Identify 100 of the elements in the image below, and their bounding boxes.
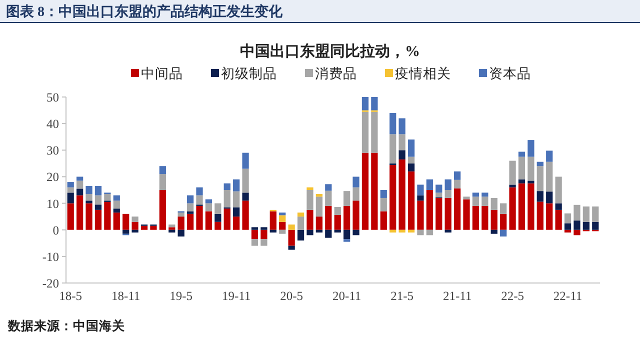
bar [306,230,314,236]
bar [67,203,74,230]
chart-subtitle: 中国出口东盟同比拉动，% [240,42,420,60]
bar [555,176,562,204]
bar [196,206,203,230]
bar [94,186,102,196]
bar [260,227,268,230]
bar [352,187,360,201]
bar [546,203,553,230]
bar [343,230,350,240]
bar [196,195,203,205]
y-tick-label: 20 [46,170,59,184]
bar [214,203,222,214]
bar [463,196,470,200]
x-tick-label: 22-5 [501,289,524,303]
bar [518,156,526,180]
bar [297,230,304,240]
bar [417,200,424,230]
bar [564,230,572,233]
bar [436,192,442,198]
bar [325,230,332,238]
bar [408,171,415,230]
bar [178,212,184,217]
bar [159,190,166,230]
bar [113,200,120,209]
bar [306,187,314,190]
bar [242,200,249,230]
bar [186,195,194,204]
bar [352,230,360,236]
y-tick-label: -20 [42,276,59,290]
bar [279,230,286,234]
bar [564,213,572,224]
bar [398,159,406,230]
x-tick-label: 20-11 [332,289,362,303]
bar [408,156,415,164]
bar [482,192,488,197]
bar [76,188,84,196]
bar [325,184,332,191]
bar [390,230,396,233]
bar [398,118,406,134]
bar [334,207,341,215]
bar [316,230,323,233]
bar [233,179,240,192]
bar [454,171,461,180]
bar [528,180,534,184]
x-tick-label: 19-11 [222,289,251,303]
bar [555,203,562,210]
bar [178,216,184,230]
bar [463,199,470,230]
bar [325,206,332,230]
bar [242,192,249,201]
bar [380,198,387,212]
bar [67,182,74,188]
bar [472,196,480,206]
bar [279,222,286,230]
bar [582,206,590,222]
bar [426,179,433,190]
bar [371,152,378,230]
bar [536,191,544,202]
bar [316,196,323,217]
bar [113,195,120,201]
bar [104,202,111,230]
bar [528,140,534,157]
bar [205,199,212,204]
bar [76,176,84,181]
bar [205,211,212,230]
bar [316,194,323,197]
bar [168,227,176,230]
bar [408,163,415,172]
legend-label: 消费品 [315,66,357,81]
bar [472,206,480,230]
bar [86,194,92,201]
bar [546,192,553,204]
bar [509,184,516,188]
bar [196,187,203,196]
bar [546,162,553,192]
x-tick-label: 21-5 [390,289,414,303]
legend-label: 疫情相关 [395,66,451,81]
y-tick-label: 0 [52,223,59,238]
bar [536,162,544,166]
bar [242,168,249,193]
bar [224,190,230,208]
bar [214,214,222,222]
bar [150,226,157,230]
bar [251,230,258,240]
y-tick-label: -10 [42,250,59,264]
bar [325,190,332,206]
bar [574,204,580,221]
x-tick-label: 21-11 [442,289,472,303]
bar [528,156,534,181]
bar [472,192,480,197]
x-tick-label: 22-11 [553,289,582,303]
x-tick-label: 20-5 [280,289,304,303]
bar [94,195,102,205]
bar [398,150,406,160]
bar [592,222,599,230]
chart-title: 图表 8：中国出口东盟的产品结构正发生变化 [6,3,284,20]
bar [168,224,176,228]
bar [159,174,166,190]
bar [186,211,194,214]
